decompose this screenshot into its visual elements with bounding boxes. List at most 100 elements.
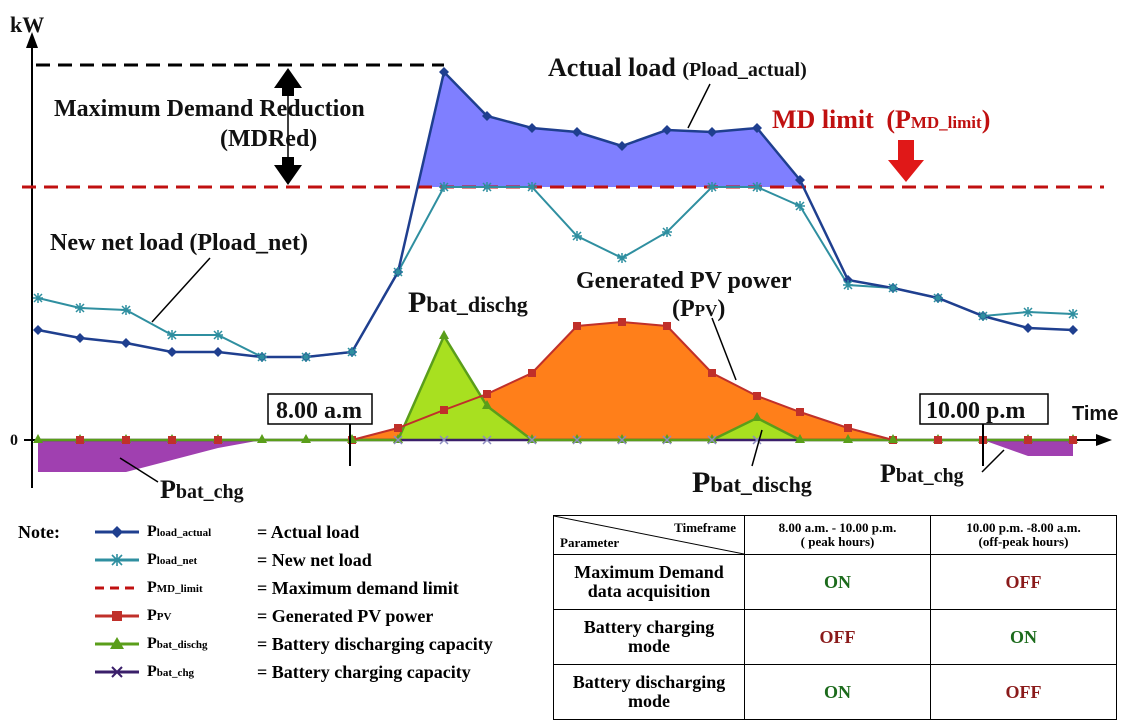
bat-dischg-marker xyxy=(752,412,762,421)
bat-dischg-bottom-leader xyxy=(751,429,763,467)
header-offpeak: 10.00 p.m. -8.00 a.m. (off-peak hours) xyxy=(930,515,1117,555)
bat-dischg-marker xyxy=(527,434,537,443)
net-load-marker xyxy=(843,280,853,290)
bat-dischg-marker xyxy=(301,434,311,443)
legend-symbol-text: Pload_net xyxy=(147,551,198,568)
net-load-marker xyxy=(121,305,131,315)
pv-marker xyxy=(708,369,716,377)
row-offpeak-value: ON xyxy=(930,609,1117,665)
time-start-label: 8.00 a.m xyxy=(276,398,362,424)
pv-marker xyxy=(796,408,804,416)
pv-marker xyxy=(214,436,222,444)
row-label: Battery discharging mode xyxy=(553,664,745,720)
actual-load-marker xyxy=(482,111,492,121)
md-limit-label: MD limit (PMD_limit) xyxy=(772,105,990,134)
legend-symbol-text: Pbat_chg xyxy=(147,663,195,680)
legend-item-bat-dischg: Pbat_dischg = Battery discharging capacit… xyxy=(93,632,493,656)
legend-item-md-limit: PMD_limit = Maximum demand limit xyxy=(93,576,459,600)
net-load-marker xyxy=(933,293,943,303)
actual-load-label: Actual load (Pload_actual) xyxy=(548,53,807,82)
bat-dischg-area-2 xyxy=(712,418,800,440)
legend-description: = Battery charging capacity xyxy=(257,661,471,682)
actual-load-marker xyxy=(752,123,762,133)
pv-marker xyxy=(573,322,581,330)
table-row: Battery charging mode OFF ON xyxy=(553,609,1117,665)
bat-dischg-marker xyxy=(439,330,449,339)
actual-load-line xyxy=(37,69,1074,359)
table-corner-header: Timeframe Parameter xyxy=(553,515,745,555)
net-load-marker xyxy=(795,201,805,211)
bat-dischg-marker xyxy=(662,434,672,443)
pv-marker xyxy=(844,424,852,432)
net-load-leader xyxy=(151,257,211,323)
pv-label-line1: Generated PV power xyxy=(576,268,792,294)
y-axis-label: kW xyxy=(10,12,44,37)
header-parameter: Parameter xyxy=(560,535,620,550)
net-load-marker xyxy=(888,283,898,293)
legend-symbol-text: Pload_actual xyxy=(147,523,212,540)
bat-dischg-marker xyxy=(393,434,403,443)
net-load-marker xyxy=(439,182,449,192)
actual-load-marker xyxy=(75,333,85,343)
pv-marker xyxy=(528,369,536,377)
table-header-row: Timeframe Parameter 8.00 a.m. - 10.00 p.… xyxy=(553,515,1117,555)
legend-symbol xyxy=(93,522,141,542)
pv-marker xyxy=(934,436,942,444)
net-load-marker xyxy=(707,182,717,192)
net-load-marker xyxy=(167,330,177,340)
legend-item-bat-chg: Pbat_chg = Battery charging capacity xyxy=(93,660,471,684)
time-start-box xyxy=(267,393,373,425)
bat-chg-marker xyxy=(707,435,717,445)
pv-marker xyxy=(440,406,448,414)
bat-chg-area-1 xyxy=(38,440,262,472)
bat-chg-marker xyxy=(482,435,492,445)
table-row: Maximum Demand data acquisition ON OFF xyxy=(553,554,1117,610)
pv-marker xyxy=(1069,436,1077,444)
bat-chg-marker xyxy=(393,435,403,445)
net-load-marker xyxy=(257,352,267,362)
row-peak-value: ON xyxy=(744,664,931,720)
zero-label: 0 xyxy=(10,432,18,449)
legend-item-actual-load: Pload_actual = Actual load xyxy=(93,520,359,544)
net-load-marker xyxy=(527,182,537,192)
net-load-marker xyxy=(393,267,403,277)
actual-load-marker xyxy=(121,338,131,348)
bat-chg-area-2 xyxy=(983,440,1073,456)
net-load-marker xyxy=(617,253,627,263)
legend-description: = Maximum demand limit xyxy=(257,577,459,598)
bat-dischg-marker xyxy=(707,434,717,443)
mdred-label-line2: (MDRed) xyxy=(220,126,317,152)
actual-load-marker xyxy=(662,125,672,135)
legend-note-label: Note: xyxy=(18,522,60,542)
row-label: Maximum Demand data acquisition xyxy=(553,554,745,610)
actual-load-marker xyxy=(167,347,177,357)
bat-chg-left-leader xyxy=(119,457,159,483)
bat-dischg-line xyxy=(38,333,1073,442)
bat-chg-right-label: Pbat_chg xyxy=(880,459,964,488)
row-offpeak-value: OFF xyxy=(930,664,1117,720)
legend-symbol-text: PPV xyxy=(147,607,172,624)
x-axis-label: Time xyxy=(1072,403,1118,425)
actual-load-marker xyxy=(527,123,537,133)
net-load-marker xyxy=(301,352,311,362)
legend-symbol xyxy=(93,662,141,682)
net-load-line xyxy=(37,186,1074,358)
legend: Note: Pload_actual = Actual load Pload_net… xyxy=(18,512,558,698)
pv-marker xyxy=(1024,436,1032,444)
legend-symbol xyxy=(93,578,141,598)
net-load-marker xyxy=(75,303,85,313)
md-limit-arrow-icon xyxy=(888,140,924,182)
bat-chg-marker xyxy=(617,435,627,445)
net-load-marker xyxy=(347,347,357,357)
bat-chg-left-label: Pbat_chg xyxy=(160,475,244,504)
legend-description: = Generated PV power xyxy=(257,605,434,626)
bat-dischg-bottom-label: Pbat_dischg xyxy=(692,466,812,499)
pv-marker xyxy=(76,436,84,444)
legend-symbol xyxy=(93,634,141,654)
parameter-table: Timeframe Parameter 8.00 a.m. - 10.00 p.… xyxy=(553,515,1117,720)
bat-dischg-marker xyxy=(888,434,898,443)
row-peak-value: ON xyxy=(744,554,931,610)
actual-load-marker xyxy=(213,347,223,357)
legend-description: = New net load xyxy=(257,549,372,570)
y-axis-arrow xyxy=(26,32,38,48)
